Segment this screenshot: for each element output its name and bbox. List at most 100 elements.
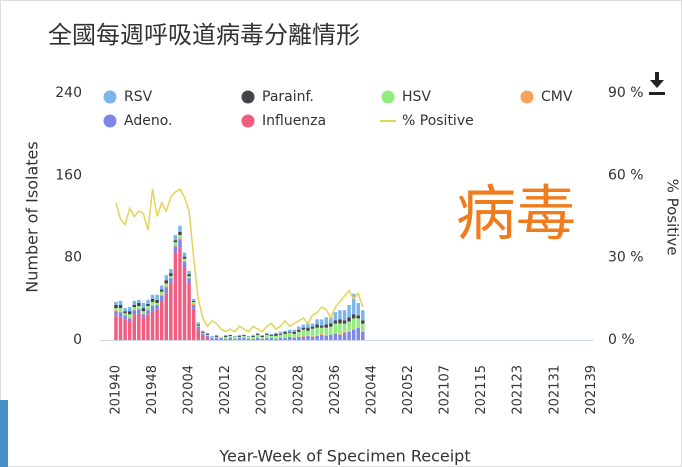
bar-segment xyxy=(173,242,178,246)
bar-segment xyxy=(301,324,306,328)
legend-item[interactable]: CMV xyxy=(520,89,573,105)
bar-segment xyxy=(287,329,292,332)
icon-part xyxy=(649,92,665,95)
bar-segment xyxy=(315,324,319,328)
bar-segment xyxy=(196,324,200,326)
bar-segment xyxy=(118,311,123,313)
download-icon[interactable] xyxy=(649,72,665,95)
plot-area xyxy=(114,225,365,340)
bar-segment xyxy=(150,298,155,302)
bar-segment xyxy=(324,327,328,335)
bar-segment xyxy=(361,323,365,331)
bar-segment xyxy=(164,293,168,340)
bar-segment xyxy=(228,334,232,336)
bar-segment xyxy=(210,337,214,339)
bar-segment xyxy=(201,331,205,333)
bar-segment xyxy=(164,283,168,287)
bar-segment xyxy=(210,338,214,340)
bar-segment xyxy=(246,335,251,337)
bar-segment xyxy=(214,336,219,338)
legend-label: Influenza xyxy=(262,113,326,129)
bar-segment xyxy=(164,275,168,281)
bar-segment xyxy=(237,336,242,338)
bar-segment xyxy=(292,336,296,338)
bar-segment xyxy=(351,329,356,340)
legend-item[interactable]: Adeno. xyxy=(103,113,173,129)
bar-segment xyxy=(173,235,178,241)
legend-marker xyxy=(520,90,534,104)
bar-segment xyxy=(301,327,306,330)
bar-segment xyxy=(196,325,200,327)
bar-segment xyxy=(178,239,182,248)
bar-segment xyxy=(182,261,187,268)
bar-segment xyxy=(324,335,328,340)
legend-item[interactable]: HSV xyxy=(381,89,432,105)
chart-title: 全國每週呼吸道病毒分離情形 xyxy=(48,21,360,49)
legend-label: RSV xyxy=(124,89,153,105)
bar-segment xyxy=(223,338,228,340)
bar-segment xyxy=(228,335,232,338)
bar-segment xyxy=(347,331,351,340)
bar-segment xyxy=(242,335,246,338)
bar-segment xyxy=(347,305,351,318)
bar-segment xyxy=(201,330,205,332)
legend-item[interactable]: Influenza xyxy=(241,113,327,129)
bar-segment xyxy=(205,334,210,336)
bar-segment xyxy=(260,335,264,337)
bar-segment xyxy=(191,303,196,306)
bar-segment xyxy=(228,337,232,340)
bar-segment xyxy=(306,335,310,340)
bar-segment xyxy=(333,320,338,324)
bar-segment xyxy=(283,331,287,334)
bar-segment xyxy=(255,332,260,334)
bar-segment xyxy=(187,276,191,279)
legend-item[interactable]: % Positive xyxy=(380,113,474,129)
bar-segment xyxy=(329,326,333,335)
y-tick-label: 160 xyxy=(55,167,82,183)
bar-segment xyxy=(251,335,255,337)
legend-item[interactable]: Parainf. xyxy=(241,89,314,105)
bar-segment xyxy=(123,313,127,316)
bar-segment xyxy=(159,285,164,290)
bar-segment xyxy=(141,317,146,340)
bar-segment xyxy=(269,334,274,336)
bar-segment xyxy=(251,334,255,336)
bar-segment xyxy=(237,337,242,339)
legend-label: Parainf. xyxy=(262,89,314,105)
bar-segment xyxy=(169,276,173,279)
legend-label: % Positive xyxy=(402,113,474,129)
bar-segment xyxy=(159,294,164,296)
bar-segment xyxy=(338,310,342,320)
bar-segment xyxy=(155,299,159,303)
bar-segment xyxy=(178,235,182,239)
bar-segment xyxy=(347,321,351,331)
y2-tick-label: 30 % xyxy=(608,250,644,266)
bar-segment xyxy=(324,317,328,325)
bar-segment xyxy=(237,334,242,336)
bar-segment xyxy=(283,333,287,338)
bar-segment xyxy=(114,315,118,340)
bar-segment xyxy=(260,336,264,339)
bar-segment xyxy=(169,278,173,284)
bar-segment xyxy=(191,298,196,301)
bar-segment xyxy=(310,326,315,329)
legend-marker xyxy=(241,114,255,128)
bar-segment xyxy=(347,317,351,322)
bar-segment xyxy=(141,314,146,318)
bar-segment xyxy=(182,267,187,340)
bar-segment xyxy=(178,231,182,236)
bar-segment xyxy=(297,331,301,337)
bar-segment xyxy=(118,308,123,312)
bar-segment xyxy=(265,333,269,335)
legend-label: CMV xyxy=(541,89,573,105)
bar-segment xyxy=(361,331,365,340)
legend-marker xyxy=(103,114,117,128)
legend-item[interactable]: RSV xyxy=(103,89,153,105)
bar-segment xyxy=(301,329,306,336)
bar-segment xyxy=(187,271,191,275)
legend-label: HSV xyxy=(402,89,431,105)
bar-segment xyxy=(329,334,333,340)
bar-segment xyxy=(223,335,228,337)
bar-segment xyxy=(137,313,141,340)
